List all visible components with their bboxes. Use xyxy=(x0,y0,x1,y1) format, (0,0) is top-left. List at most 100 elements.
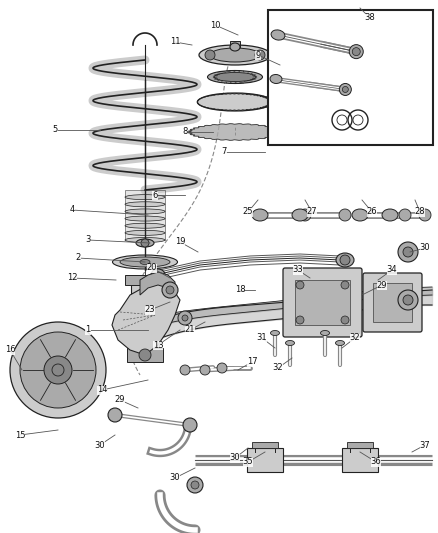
Circle shape xyxy=(296,316,304,324)
Text: 17: 17 xyxy=(247,358,257,367)
Circle shape xyxy=(403,247,413,257)
Circle shape xyxy=(217,363,227,373)
Ellipse shape xyxy=(321,330,329,335)
Circle shape xyxy=(191,481,199,489)
Ellipse shape xyxy=(270,75,282,84)
Text: 33: 33 xyxy=(293,265,304,274)
Text: 37: 37 xyxy=(420,440,431,449)
Text: 16: 16 xyxy=(5,345,15,354)
Text: 30: 30 xyxy=(170,473,180,482)
FancyBboxPatch shape xyxy=(363,273,422,332)
Circle shape xyxy=(349,45,363,59)
Circle shape xyxy=(182,315,188,321)
Text: 34: 34 xyxy=(387,265,397,274)
Circle shape xyxy=(339,209,351,221)
Text: 9: 9 xyxy=(255,51,261,60)
Bar xyxy=(125,275,165,285)
Ellipse shape xyxy=(336,341,345,345)
Circle shape xyxy=(180,365,190,375)
Text: 29: 29 xyxy=(115,395,125,405)
Circle shape xyxy=(340,255,350,265)
Circle shape xyxy=(419,209,431,221)
Ellipse shape xyxy=(210,48,260,62)
Polygon shape xyxy=(112,282,180,355)
Circle shape xyxy=(44,356,72,384)
Text: 19: 19 xyxy=(175,238,185,246)
Ellipse shape xyxy=(136,239,154,247)
Text: 7: 7 xyxy=(221,148,227,157)
Bar xyxy=(252,442,278,448)
Text: 8: 8 xyxy=(182,127,188,136)
Text: 32: 32 xyxy=(273,364,283,373)
Bar xyxy=(247,448,283,472)
Text: 31: 31 xyxy=(257,334,267,343)
Ellipse shape xyxy=(125,238,165,243)
Text: 2: 2 xyxy=(75,254,81,262)
Ellipse shape xyxy=(140,260,150,264)
Bar xyxy=(295,280,350,325)
Polygon shape xyxy=(140,272,175,295)
Circle shape xyxy=(166,286,174,294)
Text: 32: 32 xyxy=(350,334,360,343)
Ellipse shape xyxy=(125,209,165,214)
Ellipse shape xyxy=(214,72,256,82)
Ellipse shape xyxy=(199,45,271,65)
Polygon shape xyxy=(188,124,282,140)
Ellipse shape xyxy=(113,255,177,269)
Circle shape xyxy=(339,84,351,95)
Text: 27: 27 xyxy=(307,207,317,216)
Text: 6: 6 xyxy=(152,190,158,199)
Ellipse shape xyxy=(151,269,165,281)
Ellipse shape xyxy=(120,257,170,267)
Text: 14: 14 xyxy=(97,385,107,394)
Circle shape xyxy=(399,209,411,221)
Circle shape xyxy=(162,282,178,298)
Text: 21: 21 xyxy=(185,326,195,335)
Circle shape xyxy=(403,295,413,305)
Circle shape xyxy=(187,477,203,493)
Ellipse shape xyxy=(230,43,240,51)
Text: 12: 12 xyxy=(67,273,77,282)
Ellipse shape xyxy=(292,209,308,221)
Text: 5: 5 xyxy=(53,125,58,134)
Ellipse shape xyxy=(352,209,368,221)
Ellipse shape xyxy=(271,330,279,335)
Ellipse shape xyxy=(286,341,294,345)
Bar xyxy=(268,10,433,145)
Text: 10: 10 xyxy=(210,20,220,29)
Ellipse shape xyxy=(198,93,272,111)
Text: 30: 30 xyxy=(95,440,105,449)
Text: 36: 36 xyxy=(371,457,381,466)
Circle shape xyxy=(183,418,197,432)
Circle shape xyxy=(205,50,215,60)
Ellipse shape xyxy=(125,202,165,207)
Text: 30: 30 xyxy=(420,244,430,253)
Circle shape xyxy=(52,364,64,376)
Text: 28: 28 xyxy=(415,207,425,216)
FancyBboxPatch shape xyxy=(283,268,362,337)
Ellipse shape xyxy=(336,253,354,267)
Bar xyxy=(347,442,373,448)
Text: 1: 1 xyxy=(85,326,91,335)
Circle shape xyxy=(343,86,348,92)
Circle shape xyxy=(108,408,122,422)
Ellipse shape xyxy=(125,195,165,200)
Bar xyxy=(230,41,240,51)
Circle shape xyxy=(139,349,151,361)
Bar xyxy=(342,448,378,472)
Ellipse shape xyxy=(252,209,268,221)
Circle shape xyxy=(178,311,192,325)
Circle shape xyxy=(341,316,349,324)
Text: 4: 4 xyxy=(69,206,74,214)
Circle shape xyxy=(255,50,265,60)
Ellipse shape xyxy=(208,70,262,84)
Text: 26: 26 xyxy=(367,207,377,216)
Ellipse shape xyxy=(382,209,398,221)
Circle shape xyxy=(141,239,149,247)
Circle shape xyxy=(10,322,106,418)
Text: 25: 25 xyxy=(243,207,253,216)
Text: 38: 38 xyxy=(364,13,375,22)
Text: 30: 30 xyxy=(230,454,240,463)
Text: 11: 11 xyxy=(170,37,180,46)
Circle shape xyxy=(398,242,418,262)
